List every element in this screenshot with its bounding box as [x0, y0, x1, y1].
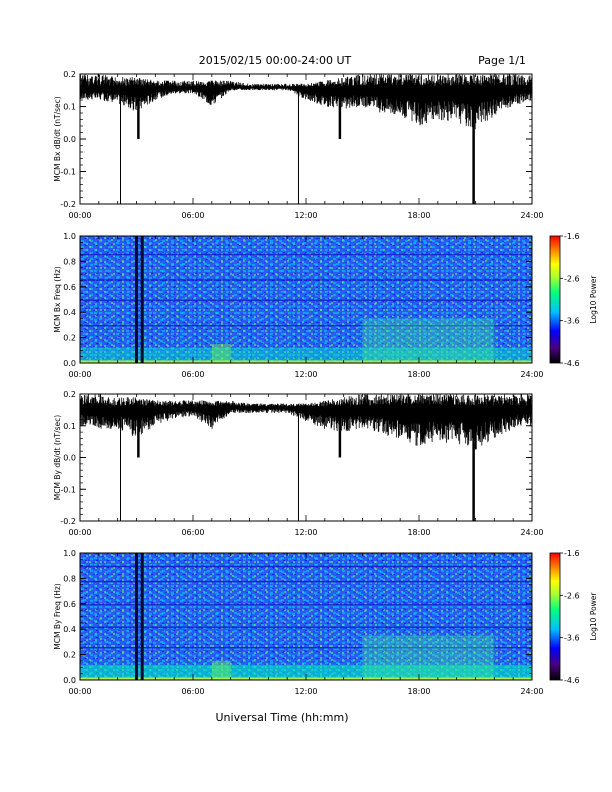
colorbar-tick-label: -1.6 [564, 549, 580, 558]
y-tick-label: -0.2 [60, 200, 76, 209]
y-tick-label: 0.1 [63, 103, 76, 112]
y-tick-label: 0.6 [63, 600, 76, 609]
panel-4: 1.0 0.8 0.6 0.4 0.2 0.0 MCM By Freq (Hz) 00:00 0… [53, 549, 598, 696]
y-tick-label: 0.6 [63, 283, 76, 292]
y-tick-label: 0.2 [63, 651, 76, 660]
page-number: Page 1/1 [478, 54, 526, 67]
y-tick-label: 1.0 [63, 549, 76, 558]
y-tick-label: 0.2 [63, 70, 76, 79]
y-tick-label: 0.4 [63, 625, 76, 634]
colorbar-tick-label: -2.6 [564, 274, 580, 283]
x-tick-label: 06:00 [181, 528, 204, 537]
x-tick-label: 24:00 [520, 687, 543, 696]
panel-3: 0.2 0.1 0.0 -0.1 -0.2 MCM By dB/dt (nT/sec) 00… [53, 390, 544, 537]
panel-2: 1.0 0.8 0.6 0.4 0.2 0.0 MCM Bx Freq (Hz) 00:00 0… [53, 232, 598, 379]
y-tick-label: 1.0 [63, 232, 76, 241]
x-tick-label: 00:00 [68, 370, 91, 379]
x-tick-label: 00:00 [68, 211, 91, 220]
afternoon-enhancement [362, 318, 495, 361]
colorbar [549, 552, 561, 681]
colorbar-label: Log10 Power [589, 275, 598, 324]
y-axis-label: MCM Bx dB/dt (nT/sec) [53, 96, 62, 181]
figure-title: 2015/02/15 00:00-24:00 UT [199, 54, 352, 67]
x-tick-label: 18:00 [407, 687, 430, 696]
x-tick-label: 06:00 [181, 370, 204, 379]
y-tick-label: 0.2 [63, 334, 76, 343]
x-tick-label: 12:00 [294, 687, 317, 696]
y-tick-label: 0.1 [63, 422, 76, 431]
x-tick-label: 18:00 [407, 211, 430, 220]
y-tick-label: 0.0 [63, 359, 76, 368]
x-tick-label: 24:00 [520, 370, 543, 379]
y-tick-label: 0.0 [63, 676, 76, 685]
data-gap-column [135, 236, 138, 363]
x-tick-label: 00:00 [68, 687, 91, 696]
data-gap-column [140, 236, 144, 363]
colorbar-tick-label: -4.6 [564, 676, 580, 685]
spectrogram-texture-2 [80, 553, 532, 680]
y-axis-label: MCM Bx Freq (Hz) [53, 266, 62, 332]
colorbar-label: Log10 Power [589, 592, 598, 641]
x-tick-label: 00:00 [68, 528, 91, 537]
colorbar-tick-label: -3.6 [564, 634, 580, 643]
x-tick-label: 24:00 [520, 528, 543, 537]
y-tick-label: 0.0 [63, 454, 76, 463]
spectral-band-line [80, 603, 532, 606]
y-tick-label: -0.1 [60, 168, 76, 177]
y-tick-label: 0.8 [63, 574, 76, 583]
dbdt-trace [79, 74, 533, 130]
colorbar-tick-label: -2.6 [564, 591, 580, 600]
y-tick-label: 0.8 [63, 257, 76, 266]
y-tick-label: -0.1 [60, 485, 76, 494]
y-tick-label: -0.2 [60, 517, 76, 526]
colorbar-tick-label: -3.6 [564, 317, 580, 326]
y-axis-label: MCM By Freq (Hz) [53, 583, 62, 649]
data-gap-column [140, 553, 144, 680]
afternoon-enhancement [362, 635, 495, 678]
colorbar-tick-label: -4.6 [564, 359, 580, 368]
spectral-band-line [80, 646, 532, 649]
spectral-band-line [80, 324, 532, 327]
dbdt-trace [79, 394, 533, 450]
x-tick-label: 24:00 [520, 211, 543, 220]
spectral-band-line [80, 580, 532, 583]
y-tick-label: 0.2 [63, 390, 76, 399]
x-tick-label: 06:00 [181, 687, 204, 696]
morning-enhancement [211, 660, 231, 680]
data-gap-column [135, 553, 138, 680]
morning-enhancement [211, 343, 231, 363]
spectral-band-line [80, 626, 532, 629]
panel-1: 0.2 0.1 0.0 -0.1 -0.2 MCM Bx dB/dt (nT/sec) 00… [53, 70, 544, 220]
spectral-band-line [80, 279, 532, 281]
y-tick-label: 0.4 [63, 308, 76, 317]
spectral-band-line [80, 565, 532, 568]
x-tick-label: 18:00 [407, 370, 430, 379]
x-axis-title: Universal Time (hh:mm) [216, 711, 349, 724]
x-tick-label: 12:00 [294, 370, 317, 379]
x-tick-label: 12:00 [294, 211, 317, 220]
spectral-band-line [80, 253, 532, 256]
y-axis-label: MCM By dB/dt (nT/sec) [53, 415, 62, 500]
colorbar [549, 235, 561, 364]
y-tick-label: 0.0 [63, 135, 76, 144]
x-tick-label: 12:00 [294, 528, 317, 537]
x-tick-label: 06:00 [181, 211, 204, 220]
colorbar-tick-label: -1.6 [564, 232, 580, 241]
x-tick-label: 18:00 [407, 528, 430, 537]
spectral-band-line [80, 299, 532, 301]
